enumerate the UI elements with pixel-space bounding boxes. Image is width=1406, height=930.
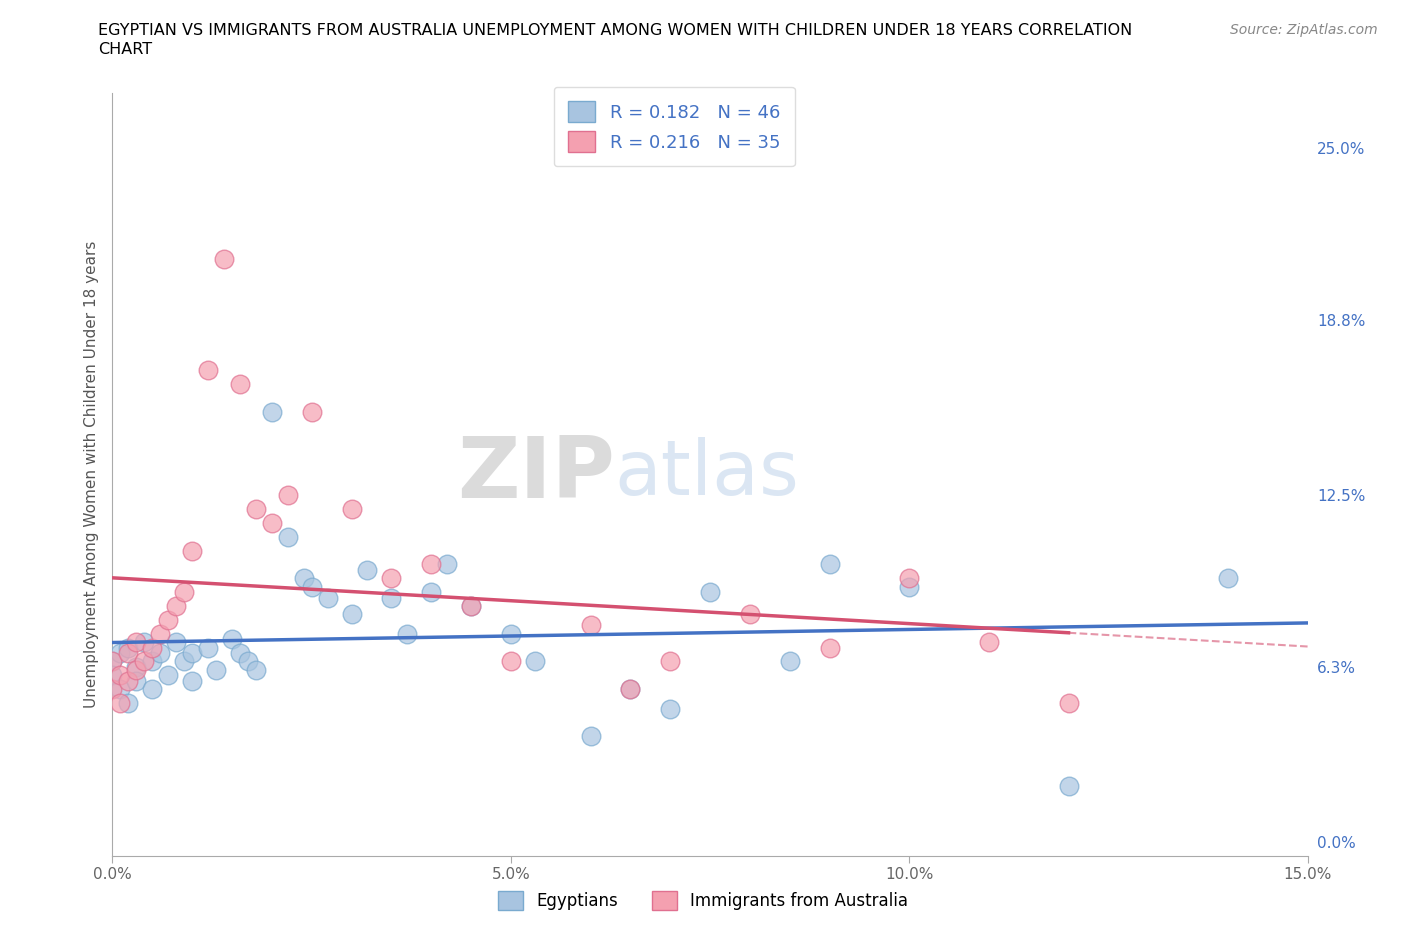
Point [1057,696,1080,711]
Point [292,571,315,586]
Point [181,645,204,660]
Point [277,487,299,502]
Point [110,645,132,660]
Point [221,631,243,646]
Text: atlas: atlas [614,437,799,512]
Point [149,645,172,660]
Point [157,613,180,628]
Point [229,645,252,660]
Point [460,599,482,614]
Text: ZIP: ZIP [457,432,614,516]
Point [101,654,124,669]
Point [699,585,721,600]
Point [340,501,363,516]
Point [356,563,378,578]
Point [245,501,267,516]
Point [420,557,443,572]
Point [141,640,163,655]
Point [110,668,132,683]
Point [181,673,204,688]
Point [149,626,172,641]
Text: CHART: CHART [98,42,152,57]
Point [117,696,139,711]
Point [523,654,546,669]
Point [898,579,921,594]
Point [1216,571,1239,586]
Point [125,659,148,674]
Point [260,515,283,530]
Point [579,729,602,744]
Point [101,682,124,697]
Point [436,557,458,572]
Point [197,363,219,378]
Text: Source: ZipAtlas.com: Source: ZipAtlas.com [1230,23,1378,37]
Point [460,599,482,614]
Point [1057,778,1080,793]
Point [619,682,641,697]
Point [212,252,235,267]
Point [117,640,139,655]
Point [165,634,187,649]
Point [619,682,641,697]
Point [420,585,443,600]
Point [898,571,921,586]
Point [301,579,323,594]
Point [117,673,139,688]
Point [396,626,419,641]
Point [301,405,323,419]
Point [245,662,267,677]
Point [125,673,148,688]
Point [117,645,139,660]
Point [110,696,132,711]
Point [236,654,259,669]
Point [197,640,219,655]
Point [125,662,148,677]
Point [157,668,180,683]
Point [165,599,187,614]
Point [260,405,283,419]
Point [125,634,148,649]
Point [141,654,163,669]
Point [659,654,682,669]
Point [134,634,156,649]
Point [141,682,163,697]
Point [380,591,402,605]
Point [101,668,124,683]
Legend: R = 0.182   N = 46, R = 0.216   N = 35: R = 0.182 N = 46, R = 0.216 N = 35 [554,86,794,166]
Point [659,701,682,716]
Point [110,682,132,697]
Point [277,529,299,544]
Point [134,654,156,669]
Point [499,654,522,669]
Point [173,585,195,600]
Point [316,591,339,605]
Point [818,640,841,655]
Point [101,654,124,669]
Point [380,571,402,586]
Point [499,626,522,641]
Point [579,618,602,633]
Point [340,607,363,622]
Point [779,654,801,669]
Point [977,634,1000,649]
Legend: Egyptians, Immigrants from Australia: Egyptians, Immigrants from Australia [492,884,914,917]
Point [173,654,195,669]
Point [229,377,252,392]
Point [738,607,761,622]
Point [181,543,204,558]
Y-axis label: Unemployment Among Women with Children Under 18 years: Unemployment Among Women with Children U… [83,241,98,708]
Point [818,557,841,572]
Point [205,662,228,677]
Text: EGYPTIAN VS IMMIGRANTS FROM AUSTRALIA UNEMPLOYMENT AMONG WOMEN WITH CHILDREN UND: EGYPTIAN VS IMMIGRANTS FROM AUSTRALIA UN… [98,23,1133,38]
